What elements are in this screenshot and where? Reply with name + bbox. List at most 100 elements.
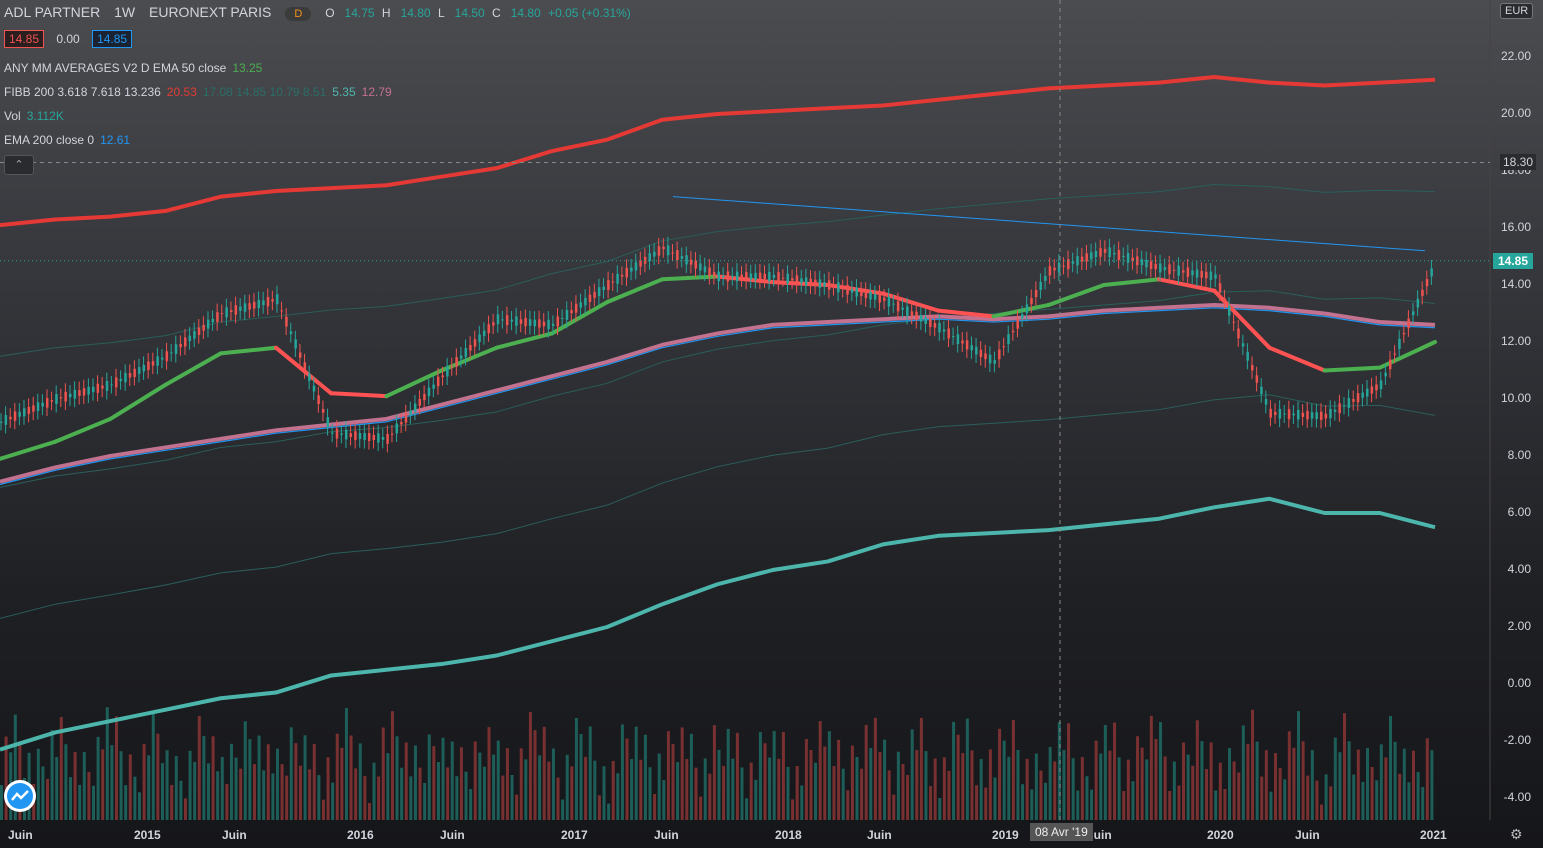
candle-body [1172, 269, 1176, 271]
candle-body [312, 385, 316, 392]
volume-bar [722, 765, 726, 820]
candle-body [1264, 399, 1268, 405]
volume-bar [473, 741, 477, 820]
volume-bar [114, 716, 118, 820]
volume-bar [735, 732, 739, 820]
volume-bar [386, 753, 390, 820]
candle-body [570, 310, 573, 314]
collapse-legend-button[interactable]: ⌃ [4, 155, 34, 175]
tradingview-logo[interactable] [4, 780, 36, 812]
volume-bar [1140, 747, 1144, 820]
volume-bar [243, 721, 247, 820]
candle-body [335, 428, 339, 439]
volume-bar [0, 785, 3, 820]
volume-bar [1347, 741, 1351, 820]
volume-bar [519, 748, 523, 820]
candle-body [1195, 269, 1199, 278]
buy-box[interactable]: 14.85 [92, 30, 133, 48]
candle-body [446, 366, 449, 377]
candle-body [906, 306, 909, 316]
volume-bar [179, 780, 183, 820]
settings-gear-icon[interactable]: ⚙ [1510, 826, 1523, 842]
candle-body [234, 305, 238, 315]
candle-body [1228, 305, 1231, 316]
candle-body [151, 361, 155, 366]
volume-bar [717, 749, 721, 820]
symbol-name[interactable]: ADL PARTNER [4, 4, 101, 20]
time-tick-label: 2020 [1207, 828, 1234, 842]
volume-bar [119, 751, 123, 820]
candle-body [1030, 298, 1033, 305]
volume-bar [906, 775, 910, 820]
volume-bar [1361, 781, 1365, 820]
ema50-segment [494, 331, 554, 350]
price-tick-label: 14.00 [1500, 277, 1531, 291]
candle-body [947, 328, 950, 339]
volume-bar [321, 799, 325, 820]
volume-bar [1260, 776, 1264, 820]
candle-body [1071, 261, 1075, 264]
indicator-fibb[interactable]: FIBB 200 3.618 7.618 13.236 20.53 17.08 14… [4, 85, 392, 99]
volume-bar [998, 728, 1002, 820]
sell-box[interactable]: 14.85 [4, 30, 45, 48]
indicator-volume[interactable]: Vol 3.112K [4, 109, 64, 123]
candle-body [1090, 252, 1093, 260]
candle-body [432, 384, 435, 389]
volume-bar [469, 789, 473, 820]
volume-bar [1209, 742, 1213, 820]
volume-bar [1108, 750, 1112, 820]
time-tick-label: Juin [440, 828, 465, 842]
candle-body [381, 437, 385, 440]
interval[interactable]: 1W [114, 4, 136, 20]
volume-bar [795, 766, 799, 820]
candle-body [1324, 413, 1328, 419]
volume-bar [965, 718, 969, 820]
volume-bar [841, 768, 845, 820]
candle-body [970, 345, 973, 351]
volume-bar [229, 743, 233, 820]
indicator-ema50[interactable]: ANY MM AVERAGES V2 D EMA 50 close 13.25 [4, 61, 263, 75]
volume-bar [101, 749, 105, 820]
candle-body [1329, 408, 1332, 419]
time-tick-label: Juin [222, 828, 247, 842]
candle-body [1048, 266, 1052, 276]
volume-bar [1402, 748, 1406, 820]
volume-bar [896, 751, 900, 820]
candle-body [464, 348, 468, 357]
volume-bar [611, 760, 615, 820]
candle-body [27, 406, 31, 414]
candle-body [929, 318, 932, 328]
volume-bar [1412, 750, 1416, 820]
candle-body [602, 286, 606, 291]
volume-bar [1375, 780, 1379, 820]
candle-body [1126, 253, 1130, 263]
volume-bar [855, 756, 859, 820]
volume-bar [1062, 750, 1066, 820]
volume-bar [1021, 784, 1025, 820]
volume-bar [1338, 752, 1342, 820]
volume-bar [786, 766, 790, 820]
candle-body [1168, 264, 1171, 275]
currency-badge[interactable]: EUR [1500, 3, 1534, 19]
candle-body [1159, 263, 1162, 273]
volume-bar [160, 763, 164, 820]
candle-body [220, 313, 224, 315]
candle-body [78, 390, 81, 396]
volume-bar [331, 782, 335, 820]
fib-band-line-2 [0, 394, 1436, 619]
candle-body [73, 389, 77, 399]
candle-body [229, 310, 233, 313]
indicator-ema200[interactable]: EMA 200 close 0 12.61 [4, 133, 131, 147]
volume-bar [239, 768, 243, 820]
candle-body [1269, 408, 1272, 418]
volume-bar [455, 776, 459, 820]
candle-body [478, 334, 481, 343]
volume-bar [1324, 774, 1328, 820]
volume-bar [1113, 722, 1117, 820]
volume-bar [538, 755, 542, 820]
candle-body [340, 433, 343, 435]
fib-band-line-1 [0, 290, 1436, 488]
volume-bar [1264, 750, 1268, 820]
candle-body [436, 376, 440, 387]
